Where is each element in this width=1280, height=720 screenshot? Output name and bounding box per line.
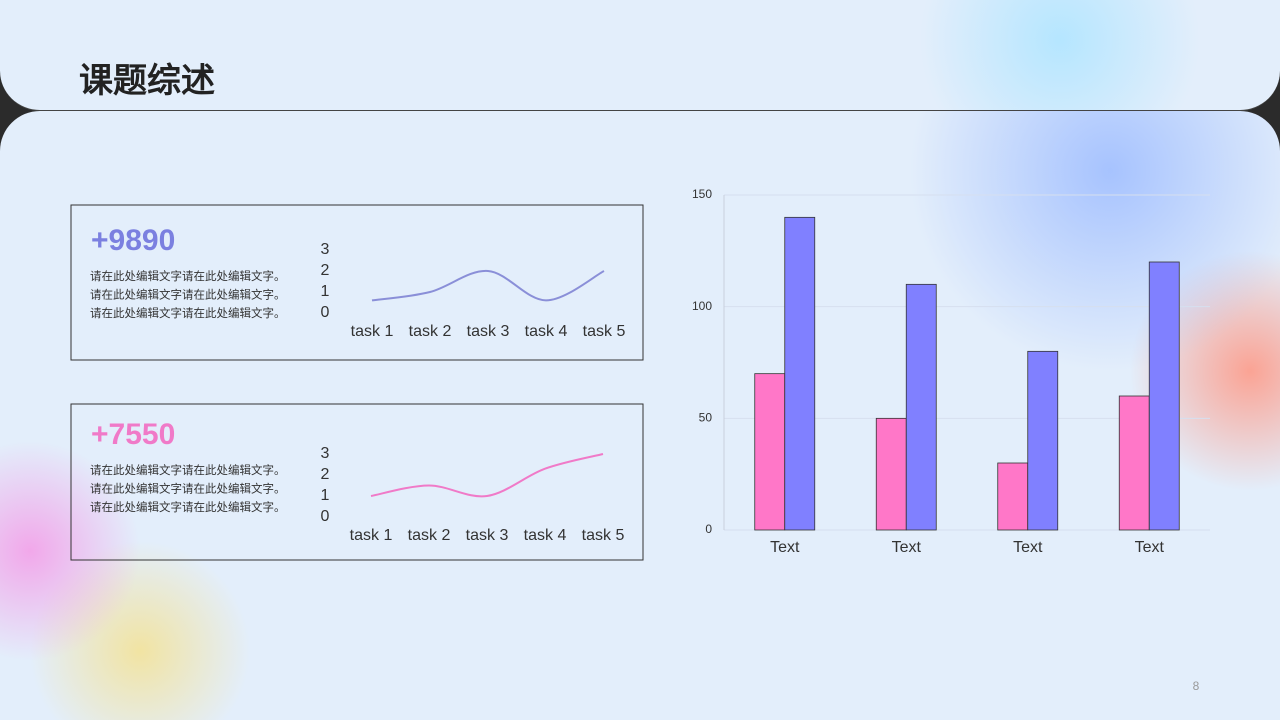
x-tick-label: task 3 <box>466 527 509 544</box>
x-tick-label: Text <box>1135 539 1165 556</box>
slide-title: 课题综述 <box>79 62 215 100</box>
y-tick-label: 150 <box>692 187 712 201</box>
content-panel <box>0 111 1280 720</box>
line <box>371 269 605 302</box>
card-text: 请在此处编辑文字请在此处编辑文字。 <box>90 482 286 496</box>
x-tick-label: Text <box>892 539 922 556</box>
y-tick-label: 2 <box>321 466 330 483</box>
x-tick-label: task 4 <box>524 527 567 544</box>
card-text: 请在此处编辑文字请在此处编辑文字。 <box>90 306 286 320</box>
y-tick-label: 0 <box>705 522 712 536</box>
x-tick-label: Text <box>770 539 800 556</box>
bar <box>784 216 816 531</box>
bar <box>905 283 937 531</box>
card-text: 请在此处编辑文字请在此处编辑文字。 <box>90 500 286 514</box>
x-tick-label: task 1 <box>350 527 393 544</box>
x-tick-label: task 5 <box>583 323 626 340</box>
bar <box>1148 261 1180 531</box>
card-text: 请在此处编辑文字请在此处编辑文字。 <box>90 463 286 477</box>
x-tick-label: task 2 <box>408 527 451 544</box>
x-tick-label: task 3 <box>467 323 510 340</box>
x-tick-label: task 5 <box>582 527 625 544</box>
card-frame <box>70 403 644 561</box>
y-tick-label: 0 <box>321 304 330 321</box>
y-tick-label: 0 <box>321 508 330 525</box>
bar <box>1027 350 1059 531</box>
y-tick-label: 1 <box>321 487 330 504</box>
bar <box>997 462 1029 531</box>
page-number: 8 <box>1193 679 1200 693</box>
x-tick-label: task 2 <box>409 323 452 340</box>
x-tick-label: task 4 <box>525 323 568 340</box>
y-tick-label: 50 <box>699 411 713 425</box>
bar <box>875 417 907 531</box>
y-tick-label: 1 <box>321 283 330 300</box>
y-tick-label: 3 <box>321 445 330 462</box>
y-tick-label: 2 <box>321 262 330 279</box>
header-panel <box>0 0 1280 111</box>
x-tick-label: task 1 <box>351 323 394 340</box>
stat-value: +7550 <box>91 418 175 451</box>
card-text: 请在此处编辑文字请在此处编辑文字。 <box>90 269 286 283</box>
bar <box>1118 395 1150 531</box>
y-tick-label: 3 <box>321 241 330 258</box>
line <box>370 453 604 498</box>
x-tick-label: Text <box>1013 539 1043 556</box>
card-text: 请在此处编辑文字请在此处编辑文字。 <box>90 288 286 302</box>
bar <box>754 373 786 531</box>
y-tick-label: 100 <box>692 299 712 313</box>
stat-value: +9890 <box>91 224 175 257</box>
card-frame <box>70 204 644 361</box>
